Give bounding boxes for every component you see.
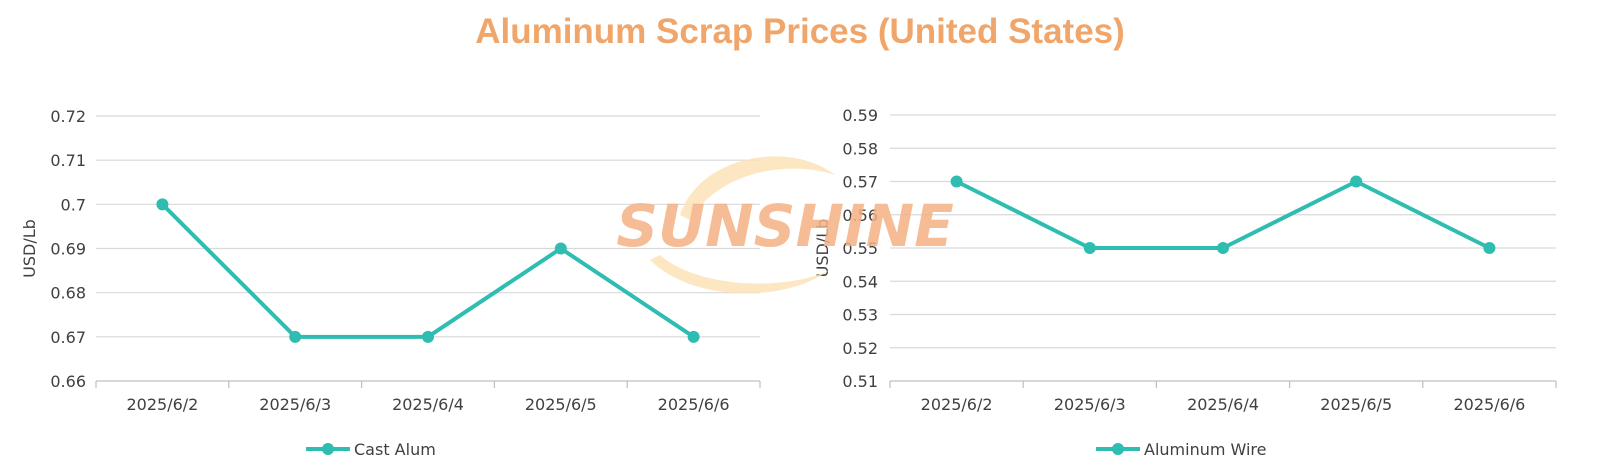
watermark-text: SUNSHINE — [616, 192, 953, 260]
data-point — [1083, 242, 1096, 254]
data-point — [554, 242, 567, 255]
y-tick-label: 0.68 — [50, 284, 86, 303]
x-tick-label: 2025/6/5 — [525, 395, 597, 414]
legend-marker — [1112, 443, 1124, 455]
data-point — [687, 330, 700, 343]
x-tick-label: 2025/6/5 — [1320, 395, 1392, 414]
y-tick-label: 0.66 — [50, 372, 86, 391]
y-tick-label: 0.56 — [842, 206, 878, 225]
watermark-swoosh-top — [680, 156, 835, 220]
data-point — [422, 330, 434, 343]
data-point — [1350, 175, 1363, 188]
y-axis-title: USD/Lb — [813, 219, 832, 278]
x-tick-label: 2025/6/3 — [259, 395, 331, 414]
x-tick-label: 2025/6/4 — [392, 395, 464, 414]
y-axis-title: USD/Lb — [20, 219, 39, 278]
series-line — [160, 202, 695, 339]
y-tick-label: 0.51 — [842, 372, 878, 391]
y-tick-label: 0.58 — [842, 139, 878, 158]
data-point — [156, 198, 169, 211]
x-tick-label: 2025/6/4 — [1187, 395, 1259, 414]
data-point — [1483, 242, 1496, 254]
x-tick-label: 2025/6/6 — [1453, 395, 1525, 414]
y-tick-label: 0.52 — [842, 339, 878, 358]
y-tick-label: 0.72 — [50, 107, 86, 126]
y-tick-label: 0.67 — [50, 328, 86, 347]
data-point — [1217, 242, 1229, 254]
y-tick-label: 0.69 — [50, 240, 86, 259]
watermark-swoosh-bottom — [650, 255, 830, 294]
legend-marker — [322, 443, 334, 455]
x-tick-label: 2025/6/3 — [1054, 395, 1126, 414]
sunshine-watermark: SUNSHINE — [616, 156, 954, 294]
y-tick-label: 0.7 — [61, 195, 86, 214]
y-tick-label: 0.55 — [842, 239, 878, 258]
y-tick-label: 0.71 — [50, 151, 86, 170]
y-tick-label: 0.59 — [842, 106, 878, 125]
x-tick-label: 2025/6/2 — [921, 395, 993, 414]
y-tick-label: 0.54 — [842, 272, 878, 291]
chart-aluminum-wire: 0.51 0.52 0.53 0.54 0.55 0.56 0.57 0.58 0.59 2025… — [813, 106, 1557, 459]
legend-label: Aluminum Wire — [1144, 440, 1267, 459]
page-title: Aluminum Scrap Prices (United States) — [475, 12, 1125, 51]
legend-label: Cast Alum — [354, 440, 436, 459]
y-tick-label: 0.57 — [842, 173, 878, 192]
y-tick-label: 0.53 — [842, 306, 878, 325]
x-tick-label: 2025/6/2 — [126, 395, 198, 414]
x-tick-label: 2025/6/6 — [658, 395, 730, 414]
data-point — [289, 330, 302, 343]
data-point — [950, 175, 963, 188]
chart-cast-alum: 0.66 0.67 0.68 0.69 0.7 0.71 0.72 2025/6/2 2025/… — [20, 107, 761, 459]
